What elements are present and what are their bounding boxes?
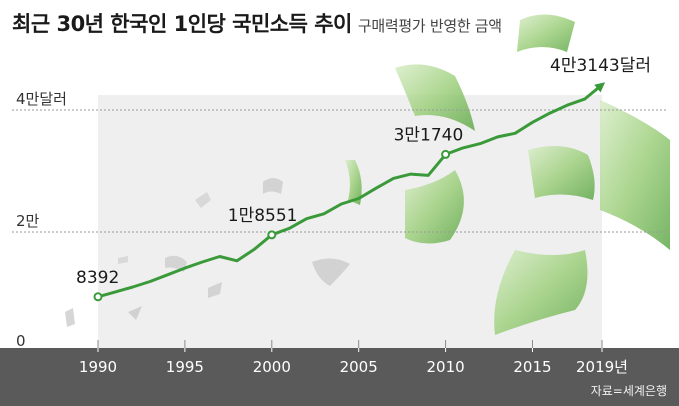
data-point-2010 bbox=[441, 149, 451, 159]
series-line bbox=[96, 97, 587, 299]
banknote-icon bbox=[600, 100, 670, 250]
banknote-decorations bbox=[65, 14, 670, 335]
x-tick-label: 2000 bbox=[253, 358, 291, 376]
y-tick-label: 4만달러 bbox=[16, 90, 67, 108]
x-tick-label: 1995 bbox=[166, 358, 204, 376]
x-tick-label: 2010 bbox=[426, 358, 464, 376]
banknote-icon bbox=[528, 146, 595, 200]
x-tick-label: 1990 bbox=[79, 358, 117, 376]
y-tick-label: 0 bbox=[16, 332, 26, 350]
data-point-2000 bbox=[267, 230, 277, 240]
chart-title: 최근 30년 한국인 1인당 국민소득 추이 bbox=[12, 12, 352, 36]
banknote-icon bbox=[494, 250, 588, 335]
banknote-icon bbox=[345, 160, 362, 205]
x-axis-band: 1990 1995 2000 2005 2010 2015 2019년 bbox=[0, 348, 679, 406]
series-arrow bbox=[583, 82, 606, 101]
x-tick-label: 2005 bbox=[340, 358, 378, 376]
x-axis: 1990 1995 2000 2005 2010 2015 2019년 bbox=[79, 348, 628, 376]
title-row: 최근 30년 한국인 1인당 국민소득 추이 구매력평가 반영한 금액 bbox=[12, 8, 502, 38]
data-label-2010: 3만1740 bbox=[394, 125, 464, 145]
y-tick-label: 2만 bbox=[16, 212, 40, 230]
banknote-icon bbox=[405, 170, 464, 244]
source-credit: 자료=세계은행 bbox=[590, 384, 667, 398]
banknote-icon bbox=[208, 282, 222, 298]
banknote-icon bbox=[263, 178, 283, 194]
banknote-icon bbox=[195, 192, 211, 208]
data-label-2000: 1만8551 bbox=[228, 206, 298, 226]
banknote-icon bbox=[65, 308, 75, 327]
x-tick-label: 2015 bbox=[513, 358, 551, 376]
banknote-icon bbox=[395, 64, 475, 131]
banknote-icon bbox=[128, 306, 142, 320]
banknote-icon bbox=[517, 14, 575, 52]
data-point-1990 bbox=[93, 292, 103, 302]
data-label-1990: 8392 bbox=[76, 268, 119, 288]
chart-subtitle: 구매력평가 반영한 금액 bbox=[357, 17, 502, 35]
x-tick-label: 2019년 bbox=[576, 358, 628, 376]
banknote-icon bbox=[118, 256, 128, 264]
banknote-icon bbox=[312, 258, 350, 286]
data-label-2019: 4만3143달러 bbox=[550, 56, 651, 76]
